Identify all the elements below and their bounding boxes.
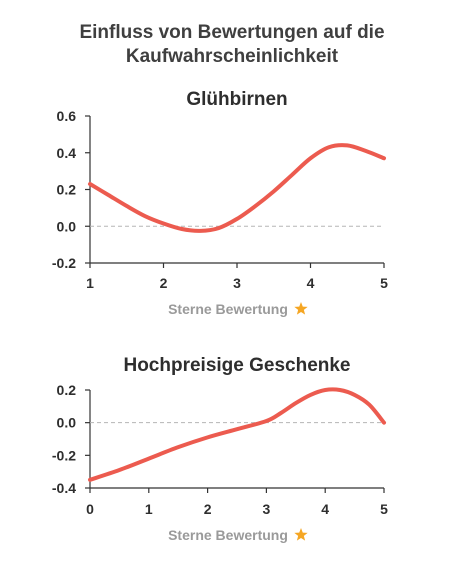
panel-title: Glühbirnen <box>186 89 287 110</box>
y-tick-label: 0.0 <box>57 218 77 234</box>
x-axis-label: Sterne Bewertung <box>168 301 288 317</box>
x-tick-label: 3 <box>233 275 241 291</box>
y-tick-label: 0.4 <box>57 145 77 161</box>
y-tick-label: 0.0 <box>57 415 77 431</box>
chart-title-line-1: Einfluss von Bewertungen auf die <box>79 22 384 43</box>
star-icon <box>294 528 308 541</box>
x-tick-label: 3 <box>263 501 271 517</box>
x-tick-label: 1 <box>86 275 94 291</box>
x-tick-label: 1 <box>145 501 153 517</box>
y-tick-label: 0.2 <box>57 182 77 198</box>
x-tick-label: 2 <box>160 275 168 291</box>
chart-panel-2: Hochpreisige Geschenke -0.4 -0.2 0.0 0.2 0 1 2 3… <box>52 355 388 543</box>
y-tick-label: 0.6 <box>57 108 77 124</box>
x-tick-label: 4 <box>321 501 329 517</box>
x-tick-label: 5 <box>380 275 388 291</box>
chart-title-line-2: Kaufwahrscheinlichkeit <box>126 46 339 67</box>
y-tick-label: -0.2 <box>52 255 76 271</box>
x-tick-label: 0 <box>86 501 94 517</box>
x-tick-label: 2 <box>204 501 212 517</box>
y-tick-label: -0.2 <box>52 447 76 463</box>
y-tick-label: 0.2 <box>57 382 77 398</box>
star-icon <box>294 302 308 315</box>
panel-title: Hochpreisige Geschenke <box>123 355 350 376</box>
chart-panels: Glühbirnen -0.2 0.0 0.2 0.4 0.6 1 2 3 4 5 Sterne Be… <box>52 89 388 543</box>
chart-panel-1: Glühbirnen -0.2 0.0 0.2 0.4 0.6 1 2 3 4 5 Sterne Be… <box>52 89 388 317</box>
x-tick-label: 4 <box>307 275 315 291</box>
x-tick-label: 5 <box>380 501 388 517</box>
series-line <box>88 143 386 233</box>
y-tick-label: -0.4 <box>52 480 76 496</box>
x-axis-label: Sterne Bewertung <box>168 527 288 543</box>
series-line <box>88 387 386 482</box>
